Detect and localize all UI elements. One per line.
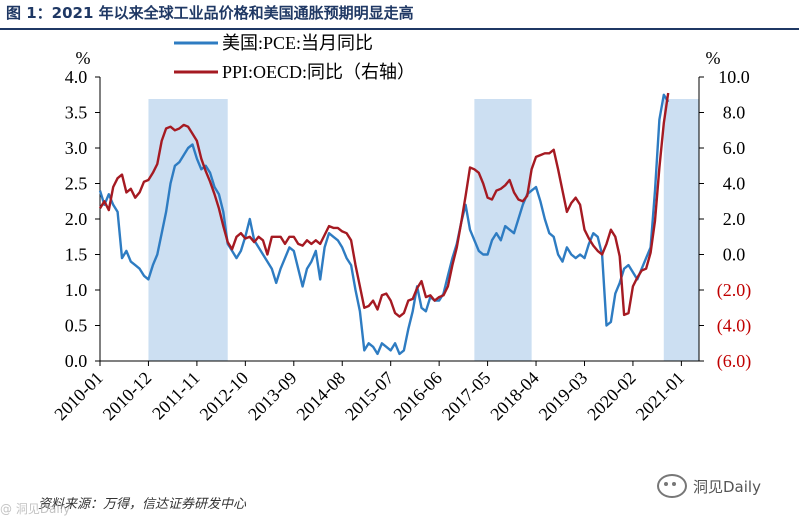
x-tick-label: 2013-09 (244, 368, 301, 425)
watermark: 洞见Daily (657, 474, 761, 498)
right-axis-unit: % (706, 48, 721, 68)
left-tick-label: 0.5 (65, 316, 88, 336)
source-note: 资料来源：万得，信达证券研发中心 (38, 497, 247, 512)
x-tick-label: 2019-03 (535, 368, 592, 425)
right-tick-label: 10.0 (718, 67, 750, 87)
right-tick-label: 6.0 (723, 138, 746, 158)
legend-label-1: PPI:OECD:同比（右轴） (222, 62, 415, 82)
wechat-icon (657, 474, 687, 498)
x-tick-label: 2016-06 (389, 368, 446, 425)
left-tick-label: 3.0 (65, 138, 88, 158)
x-tick-label: 2010-01 (50, 368, 107, 425)
x-tick-label: 2020-02 (583, 368, 640, 425)
left-tick-label: 2.5 (65, 174, 88, 194)
x-tick-label: 2010-12 (99, 368, 156, 425)
watermark-text: 洞见Daily (693, 477, 761, 496)
pce-series-line (98, 93, 670, 356)
right-tick-label: 8.0 (723, 103, 746, 123)
left-axis-unit: % (76, 48, 91, 68)
shaded-period-2 (663, 99, 699, 361)
right-tick-label: 2.0 (723, 209, 746, 229)
legend-label-0: 美国:PCE:当月同比 (222, 33, 373, 53)
figure-title: 图 1：2021 年以来全球工业品价格和美国通胀预期明显走高 (6, 4, 414, 22)
left-tick-label: 1.5 (65, 245, 88, 265)
left-tick-label: 2.0 (65, 209, 88, 229)
title-rule (0, 28, 799, 30)
right-tick-label: 4.0 (723, 174, 746, 194)
ppi-series-line (98, 92, 670, 318)
left-tick-label: 3.5 (65, 103, 88, 123)
left-tick-label: 1.0 (65, 280, 88, 300)
x-tick-label: 2015-07 (341, 368, 398, 425)
x-tick-label: 2011-11 (148, 368, 204, 424)
x-tick-label: 2017-05 (438, 368, 495, 425)
x-tick-label: 2014-08 (293, 368, 350, 425)
watermark-left: @ 洞见Daily (0, 502, 71, 516)
left-tick-label: 4.0 (65, 67, 88, 87)
x-tick-label: 2012-10 (196, 368, 253, 425)
x-tick-label: 2021-01 (632, 368, 689, 425)
right-tick-label: (2.0) (717, 280, 752, 301)
right-tick-label: (6.0) (717, 351, 752, 372)
right-tick-label: (4.0) (717, 316, 752, 337)
x-tick-label: 2018-04 (486, 368, 543, 425)
left-tick-label: 0.0 (65, 351, 88, 371)
right-tick-label: 0.0 (723, 245, 746, 265)
shaded-period-0 (148, 99, 228, 361)
